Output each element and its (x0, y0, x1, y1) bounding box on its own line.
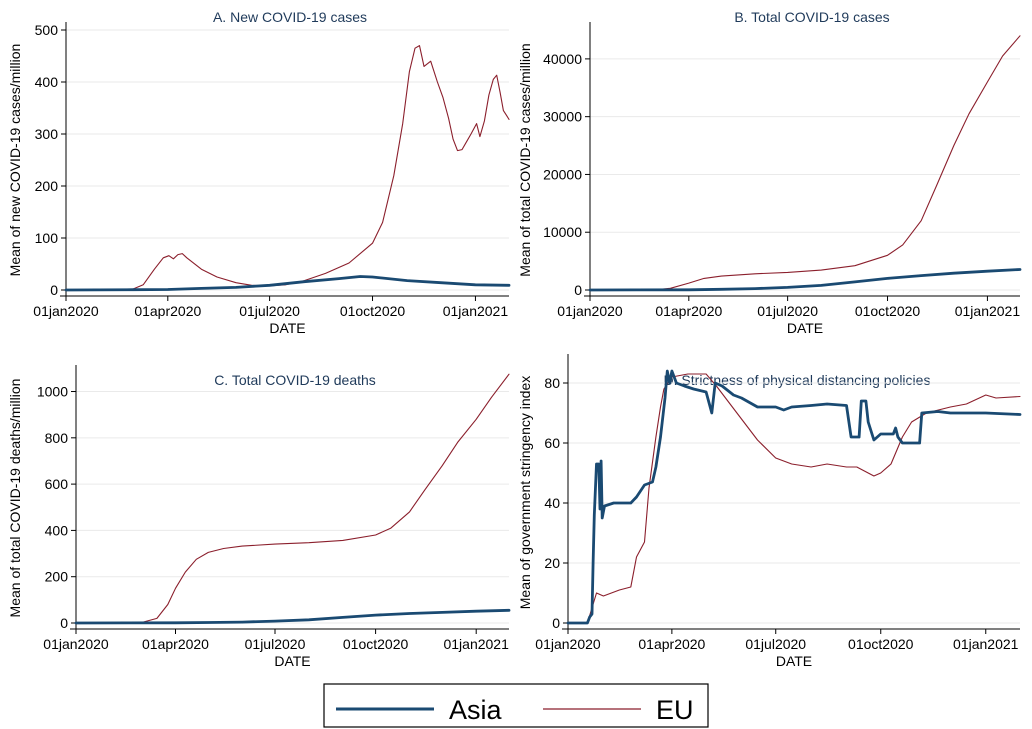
panel-c-total-deaths: C. Total COVID-19 deaths 0 200 400 600 800 100… (7, 365, 511, 669)
x-axis-label: DATE (274, 653, 310, 669)
y-axis-label: Mean of total COVID-19 cases/million (517, 43, 533, 276)
legend-box (323, 683, 709, 728)
x-tick-label: 01jul2020 (757, 303, 818, 319)
y-tick-label: 40000 (543, 51, 582, 67)
y-tick-label: 800 (45, 430, 69, 446)
y-tick-label: 1000 (37, 384, 68, 400)
x-tick-label: 01jan2020 (535, 636, 601, 652)
x-tick-label: 01oct2020 (855, 303, 921, 319)
x-tick-label: 01oct2020 (848, 636, 914, 652)
legend-asia-label: Asia (449, 695, 503, 725)
y-tick-label: 400 (45, 522, 69, 538)
series-line-asia (74, 608, 511, 625)
panel-title: D. Strictness of physical distancing pol… (664, 372, 931, 388)
x-tick-label: 01jan2020 (33, 303, 99, 319)
x-tick-label: 01jul2020 (745, 636, 806, 652)
series-line-asia (566, 369, 1022, 625)
y-tick-label: 80 (544, 375, 560, 391)
panel-d-stringency: D. Strictness of physical distancing pol… (517, 354, 1022, 669)
y-axis-label: Mean of total COVID-19 deaths/million (7, 379, 23, 618)
x-tick-label: 01apr2020 (655, 303, 722, 319)
x-tick-label: 01jan2021 (955, 303, 1021, 319)
panel-a-new-cases: A. New COVID-19 cases 0 100 200 300 400 500 01j… (7, 9, 511, 336)
y-tick-label: 20 (544, 555, 560, 571)
y-tick-label: 400 (35, 74, 59, 90)
y-axis-label: Mean of government stringency index (517, 376, 533, 609)
panel-title: C. Total COVID-19 deaths (214, 372, 376, 388)
panel-title: A. New COVID-19 cases (213, 9, 367, 25)
legend: Asia EU (323, 683, 709, 728)
x-tick-label: 01jan2021 (443, 636, 509, 652)
panel-title: B. Total COVID-19 cases (734, 9, 889, 25)
y-tick-label: 200 (45, 569, 69, 585)
y-tick-label: 10000 (543, 224, 582, 240)
series-line-eu (567, 373, 1021, 624)
x-tick-label: 01apr2020 (638, 636, 705, 652)
y-axis-label: Mean of new COVID-19 cases/million (7, 44, 23, 277)
y-tick-label: 0 (60, 615, 68, 631)
y-tick-label: 60 (544, 435, 560, 451)
series-line-eu (589, 35, 1021, 291)
legend-eu-label: EU (656, 695, 694, 725)
x-tick-label: 01jul2020 (239, 303, 300, 319)
y-tick-label: 100 (35, 230, 59, 246)
x-tick-label: 01apr2020 (142, 636, 209, 652)
x-tick-label: 01jan2021 (953, 636, 1019, 652)
x-axis-label: DATE (787, 320, 823, 336)
y-tick-label: 200 (35, 178, 59, 194)
series-line-asia (588, 268, 1022, 292)
x-tick-label: 01apr2020 (134, 303, 201, 319)
y-tick-label: 40 (544, 495, 560, 511)
y-tick-label: 20000 (543, 166, 582, 182)
series-line-eu (75, 373, 510, 624)
y-tick-label: 500 (35, 22, 59, 38)
x-axis-label: DATE (269, 320, 305, 336)
series-line-asia (64, 275, 511, 292)
x-tick-label: 01oct2020 (340, 303, 406, 319)
x-tick-label: 01jan2020 (43, 636, 109, 652)
x-tick-label: 01jul2020 (245, 636, 306, 652)
panel-b-total-cases: B. Total COVID-19 cases 0 10000 20000 30000 4… (517, 9, 1022, 336)
x-tick-label: 01oct2020 (343, 636, 409, 652)
x-axis-label: DATE (776, 653, 812, 669)
y-tick-label: 0 (552, 615, 560, 631)
y-tick-label: 300 (35, 126, 59, 142)
x-tick-label: 01jan2020 (557, 303, 623, 319)
y-tick-label: 0 (574, 282, 582, 298)
y-tick-label: 30000 (543, 109, 582, 125)
y-tick-label: 0 (50, 282, 58, 298)
x-tick-label: 01jan2021 (443, 303, 509, 319)
y-tick-label: 600 (45, 476, 69, 492)
series-line-eu (65, 45, 510, 291)
